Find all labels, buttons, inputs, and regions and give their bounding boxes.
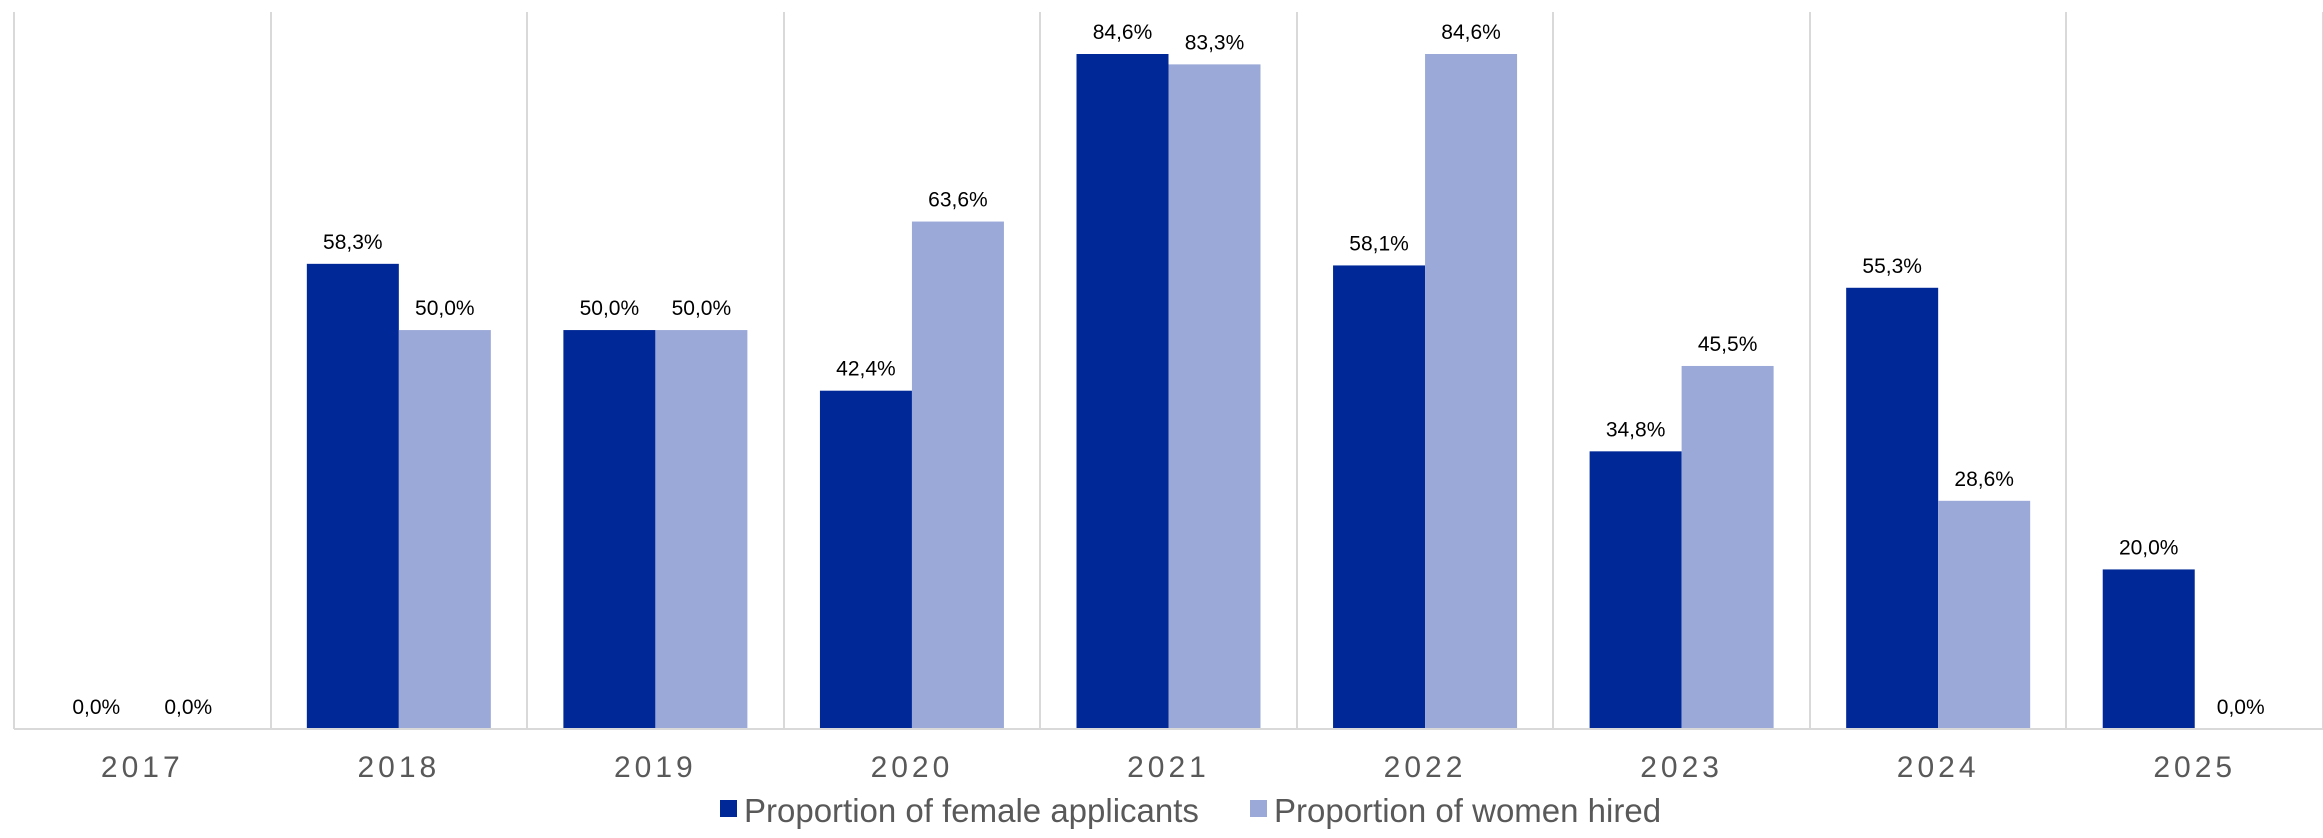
data-label-women-hired-2022: 84,6% <box>1441 21 1501 44</box>
data-label-women-hired-2017: 0,0% <box>164 696 212 719</box>
data-label-women-hired-2023: 45,5% <box>1698 333 1758 356</box>
x-tick-label-2025: 2025 <box>2153 751 2236 784</box>
x-tick-label-2017: 2017 <box>101 751 184 784</box>
data-label-female-applicants-2022: 58,1% <box>1349 232 1409 255</box>
data-label-women-hired-2020: 63,6% <box>928 189 988 212</box>
gridlines <box>13 12 2323 729</box>
data-label-female-applicants-2023: 34,8% <box>1606 418 1666 441</box>
bar-women-hired-2023 <box>1681 365 1774 729</box>
bars <box>306 54 2195 730</box>
data-label-women-hired-2019: 50,0% <box>672 297 732 320</box>
bar-women-hired-2022 <box>1425 54 1518 729</box>
x-axis-tick-labels: 2017 2018 2019 2020 2021 2022 2023 2024 2025 <box>101 751 2236 784</box>
data-label-female-applicants-2021: 84,6% <box>1093 21 1153 44</box>
bar-women-hired-2018 <box>398 330 491 729</box>
bar-female-applicants-2021 <box>1076 54 1169 729</box>
legend-swatch-female-applicants <box>720 800 737 817</box>
data-label-female-applicants-2024: 55,3% <box>1862 255 1922 278</box>
data-label-women-hired-2021: 83,3% <box>1185 31 1245 54</box>
x-tick-label-2020: 2020 <box>871 751 954 784</box>
bar-female-applicants-2022 <box>1333 265 1426 729</box>
data-label-female-applicants-2025: 20,0% <box>2119 536 2179 559</box>
legend-label-women-hired: Proportion of women hired <box>1274 792 1661 829</box>
bar-female-applicants-2024 <box>1846 287 1939 729</box>
data-label-women-hired-2025: 0,0% <box>2217 696 2265 719</box>
legend-label-female-applicants: Proportion of female applicants <box>744 792 1199 829</box>
bar-female-applicants-2025 <box>2102 569 2195 729</box>
data-label-female-applicants-2017: 0,0% <box>72 696 120 719</box>
data-label-women-hired-2018: 50,0% <box>415 297 475 320</box>
data-label-female-applicants-2018: 58,3% <box>323 231 383 254</box>
x-tick-label-2018: 2018 <box>357 751 440 784</box>
bar-women-hired-2019 <box>655 330 748 729</box>
x-tick-label-2023: 2023 <box>1640 751 1723 784</box>
bar-female-applicants-2018 <box>306 263 399 729</box>
legend: Proportion of female applicants Proportio… <box>720 792 1661 829</box>
bar-female-applicants-2023 <box>1589 451 1682 729</box>
bar-women-hired-2024 <box>1938 500 2031 729</box>
bar-female-applicants-2020 <box>819 390 912 729</box>
bar-female-applicants-2019 <box>563 330 656 729</box>
bar-women-hired-2020 <box>911 221 1004 729</box>
data-label-female-applicants-2019: 50,0% <box>580 297 640 320</box>
x-tick-label-2019: 2019 <box>614 751 697 784</box>
data-label-women-hired-2024: 28,6% <box>1954 468 2014 491</box>
legend-swatch-women-hired <box>1250 800 1267 817</box>
bar-women-hired-2021 <box>1168 64 1261 730</box>
data-labels: 0,0% 0,0% 58,3% 50,0% 50,0% 50,0% 42,4% 63,6% 84… <box>72 21 2264 719</box>
x-tick-label-2024: 2024 <box>1897 751 1980 784</box>
x-tick-label-2022: 2022 <box>1384 751 1467 784</box>
data-label-female-applicants-2020: 42,4% <box>836 358 896 381</box>
x-tick-label-2021: 2021 <box>1127 751 1210 784</box>
